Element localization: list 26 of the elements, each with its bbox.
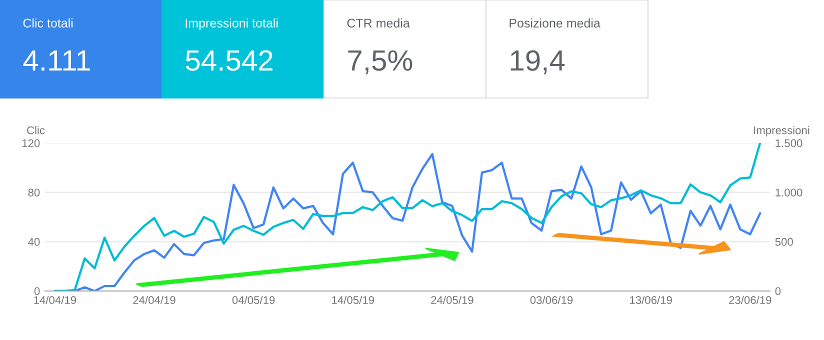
x-tick-label: 14/04/19 <box>34 296 76 304</box>
text: 19,4 <box>510 50 565 74</box>
x-tick-label: 23/06/19 <box>729 296 772 304</box>
x-tick-label: 24/04/19 <box>133 296 176 304</box>
y2-tick-label: 0 <box>775 287 781 296</box>
text: CTR media <box>347 18 410 28</box>
text: Clic totali <box>23 18 73 28</box>
text: 4.111 <box>23 50 90 71</box>
y2-axis-title: Impressioni <box>754 126 810 136</box>
x-tick-label: 14/05/19 <box>332 296 374 304</box>
x-tick-label: 13/06/19 <box>630 296 672 304</box>
y-tick-label: 0 <box>34 287 40 296</box>
y-tick-label: 40 <box>28 238 40 246</box>
y-tick-label: 80 <box>28 188 40 196</box>
x-tick-label: 24/05/19 <box>431 296 474 304</box>
y2-tick-label: 1.000 <box>776 188 802 196</box>
y2-tick-label: 500 <box>775 238 793 246</box>
x-tick-label: 04/05/19 <box>232 296 275 304</box>
x-tick-label: 03/06/19 <box>530 296 573 304</box>
y-tick-label: 120 <box>22 139 40 148</box>
text: 7,5% <box>348 50 412 74</box>
text: Impressioni totali <box>186 18 278 30</box>
text: Posizione media <box>510 18 600 28</box>
y-axis-title: Clic <box>27 126 45 134</box>
y2-tick-label: 1.500 <box>776 139 802 148</box>
text: 54.542 <box>186 50 272 71</box>
